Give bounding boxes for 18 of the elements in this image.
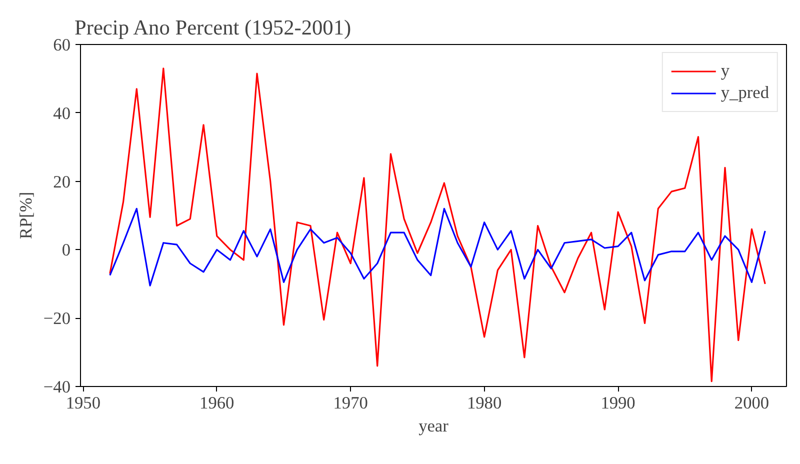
y-axis-title: RP[%]: [16, 192, 36, 240]
x-tick-label: 1960: [200, 394, 234, 412]
line-series: [109, 208, 766, 286]
x-tick-label: 1980: [466, 394, 502, 412]
legend-label: y: [720, 61, 731, 81]
chart-title: Precip Ano Percent (1952-2001): [74, 16, 352, 40]
x-tick-label: 1990: [600, 394, 636, 412]
y-tick-label: 0: [62, 240, 71, 260]
x-tick-label: 1970: [333, 394, 368, 412]
y-tick-label: 20: [53, 172, 70, 192]
x-tick-label: 1950: [66, 394, 100, 412]
x-tick-label: 2000: [734, 394, 770, 412]
y-tick-label: 40: [53, 104, 70, 123]
y-tick-label: −20: [43, 309, 71, 328]
y-tick-label: 60: [53, 36, 70, 54]
legend-label: y_pred: [720, 83, 769, 103]
x-axis-title: year: [418, 416, 449, 436]
y-tick-label: −40: [43, 378, 71, 396]
